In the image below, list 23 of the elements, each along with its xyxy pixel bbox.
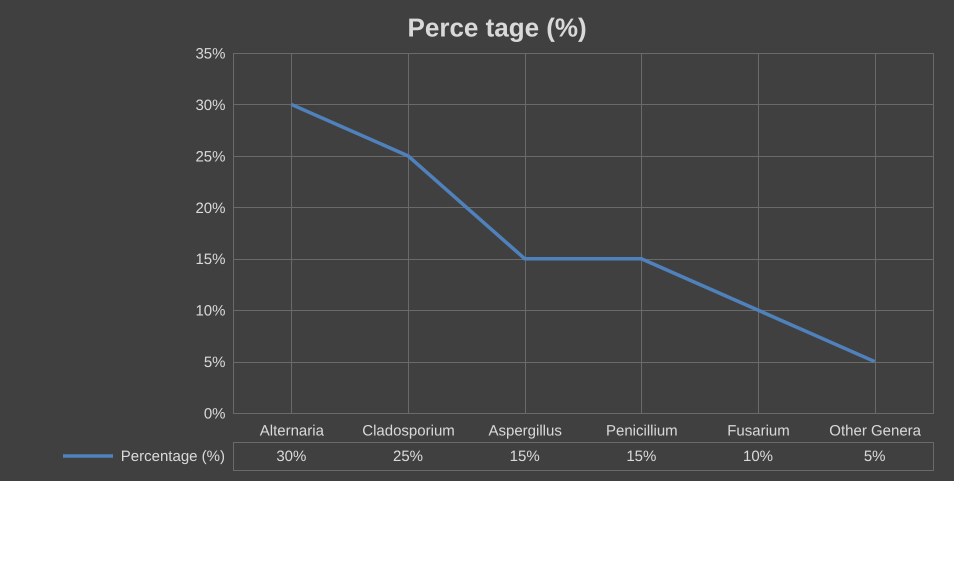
x-tick-label: Penicillium xyxy=(606,422,678,440)
y-tick-label: 5% xyxy=(204,354,226,372)
y-tick-label: 15% xyxy=(195,251,226,268)
x-tick-label: Cladosporium xyxy=(362,422,455,440)
x-tick-label: Aspergillus xyxy=(488,422,562,440)
chart-title: Perce tage (%) xyxy=(408,12,587,42)
y-tick-label: 35% xyxy=(195,46,226,62)
data-label: 30% xyxy=(276,448,306,465)
x-tick-label: Fusarium xyxy=(727,422,790,440)
y-tick-label: 10% xyxy=(195,302,226,320)
y-tick-label: 0% xyxy=(204,406,226,422)
data-label: 5% xyxy=(864,448,886,465)
data-label: 15% xyxy=(510,448,540,465)
legend-label: Percentage (%) xyxy=(120,448,225,465)
data-label: 10% xyxy=(742,448,774,465)
data-label: 15% xyxy=(626,448,656,465)
y-tick-label: 20% xyxy=(195,200,226,217)
y-tick-label: 30% xyxy=(195,96,226,114)
y-tick-label: 25% xyxy=(195,148,226,166)
line-series xyxy=(290,102,876,364)
data-label: 25% xyxy=(392,448,424,465)
x-tick-label: Alternaria xyxy=(260,422,325,440)
x-tick-label: Other Genera xyxy=(829,422,922,440)
